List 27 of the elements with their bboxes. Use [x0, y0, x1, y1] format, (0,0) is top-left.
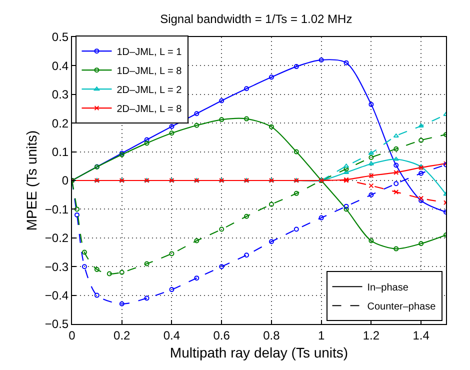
x-axis-title: Multipath ray delay (Ts units)	[170, 344, 348, 361]
y-axis-title: MPEE (Ts units)	[23, 130, 40, 231]
x-tick-label: 0.4	[163, 328, 180, 342]
chart-title: Signal bandwidth = 1/Ts = 1.02 MHz	[160, 12, 352, 26]
legend-label: Counter–phase	[367, 302, 436, 313]
y-tick-label: −0.1	[44, 202, 69, 216]
y-tick-label: −0.2	[44, 231, 69, 246]
y-tick-label: 0.1	[52, 145, 69, 159]
legend-label: 2D–JML, L = 2	[116, 84, 182, 96]
x-tick-label: 1.4	[412, 328, 430, 342]
y-tick-label: 0.3	[52, 88, 69, 102]
y-tick-label: 0.5	[52, 30, 69, 44]
y-tick-label: 0	[62, 174, 69, 188]
legend-label: 1D–JML, L = 8	[116, 66, 182, 77]
x-tick-label: 1	[318, 328, 325, 342]
y-tick-label: −0.3	[44, 260, 69, 274]
legend-label: 2D–JML, L = 8	[116, 104, 182, 115]
x-tick-label: 0.8	[263, 328, 280, 342]
y-tick-label: −0.5	[44, 317, 69, 332]
y-tick-label: 0.2	[52, 116, 69, 130]
y-tick-label: −0.4	[44, 288, 69, 302]
x-tick-label: 0.6	[213, 328, 230, 342]
x-tick-label: 1.2	[362, 328, 380, 342]
legend-label: In–phase	[367, 282, 409, 294]
x-tick-label: 0.2	[114, 328, 131, 342]
y-tick-label: 0.4	[52, 58, 69, 73]
legend-label: 1D–JML, L = 1	[116, 46, 182, 58]
